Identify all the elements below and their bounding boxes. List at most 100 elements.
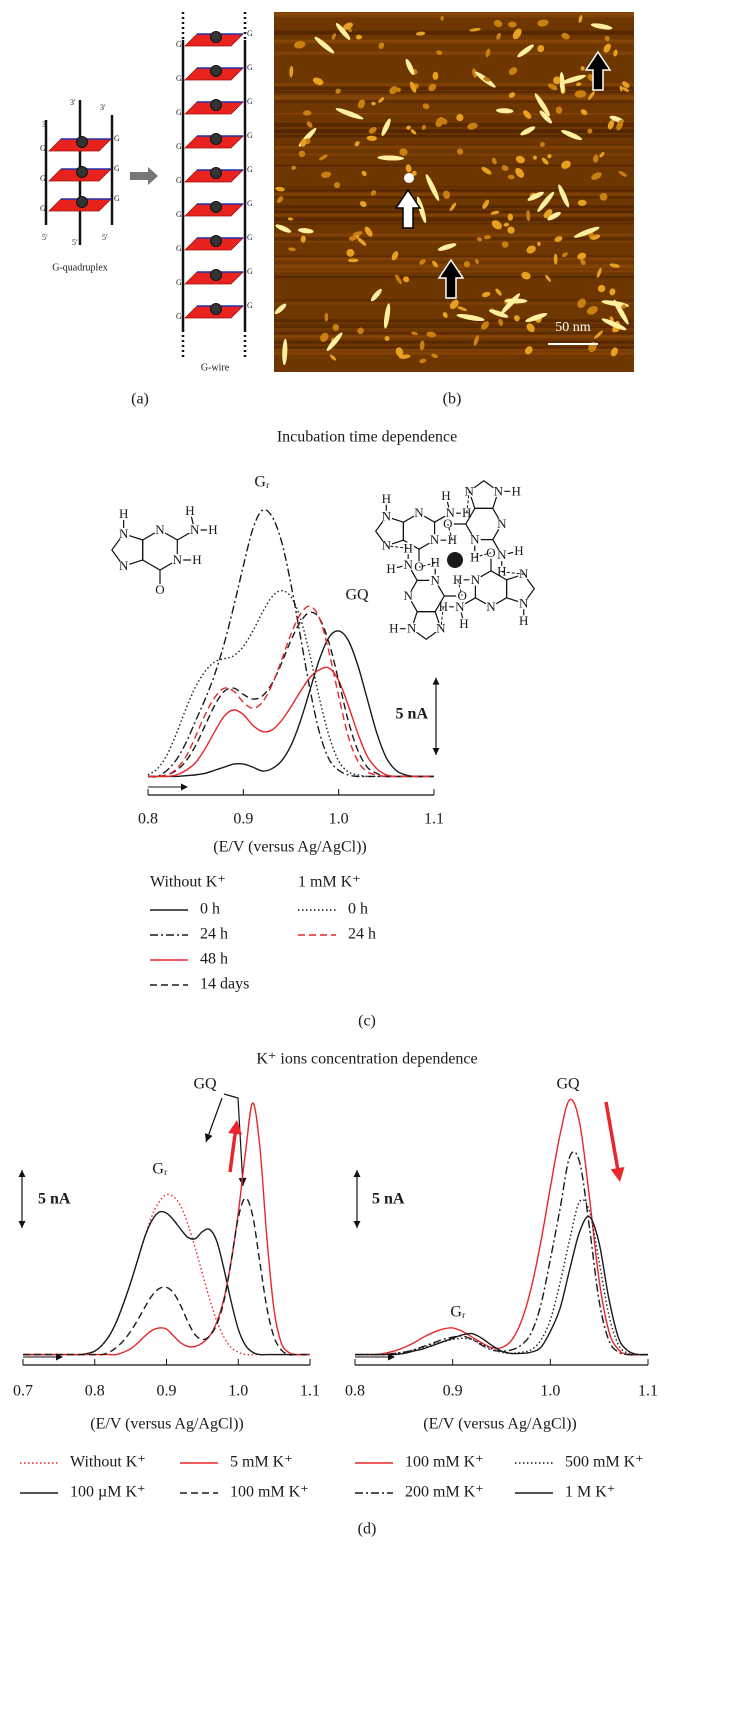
afm-particle — [431, 353, 438, 359]
base-label: G — [176, 40, 182, 49]
legend-label: 500 mM K⁺ — [565, 1454, 644, 1471]
afm-streak — [274, 15, 634, 18]
atom-mask — [402, 590, 415, 602]
afm-streak — [274, 39, 634, 44]
afm-streak — [274, 210, 634, 214]
peak-annotation: GQ — [345, 587, 369, 604]
afm-particle — [357, 237, 367, 246]
afm-particle — [312, 77, 324, 86]
afm-particle — [371, 101, 376, 106]
afm-streak — [274, 351, 634, 356]
arrow-head — [432, 677, 440, 685]
afm-particle — [540, 141, 545, 147]
arrow-head — [353, 1221, 361, 1228]
atom-label: H — [519, 613, 528, 628]
afm-particle — [580, 259, 586, 266]
peak-annotation: GQ — [193, 1076, 217, 1093]
afm-particle — [594, 330, 603, 339]
panel-label: (b) — [443, 391, 462, 408]
afm-particle — [359, 201, 367, 208]
afm-particle — [498, 318, 504, 326]
arrow-head — [181, 783, 188, 791]
afm-particle — [384, 335, 390, 341]
afm-particle — [493, 19, 503, 28]
afm-particle — [442, 118, 448, 125]
afm-particle — [555, 106, 563, 114]
x-tick-label: 0.9 — [233, 811, 253, 828]
afm-particle — [591, 172, 602, 180]
afm-particle — [472, 68, 477, 78]
atom-label: H — [453, 572, 462, 587]
atom-label: N — [173, 552, 183, 567]
afm-streak — [274, 319, 634, 323]
afm-background — [274, 12, 634, 372]
annotation-arrow — [223, 1093, 244, 1187]
atom-mask — [440, 490, 452, 503]
afm-particle — [495, 288, 502, 296]
atom-label: H — [208, 522, 217, 537]
afm-particle — [324, 312, 329, 322]
afm-particle — [457, 148, 464, 155]
data-line — [23, 1197, 310, 1356]
afm-particle — [275, 186, 285, 192]
atom-label: N — [519, 566, 529, 581]
afm-streak — [274, 195, 634, 199]
afm-streak — [274, 91, 634, 93]
afm-particle — [469, 27, 481, 32]
afm-particle — [537, 45, 545, 53]
afm-particle — [517, 44, 534, 58]
atom-label: N — [497, 516, 507, 531]
atom-label: H — [439, 599, 448, 614]
atom-label: N — [497, 547, 507, 562]
strand-label: 5′ — [42, 233, 48, 242]
afm-streak — [274, 237, 634, 241]
x-tick-label: 0.8 — [345, 1383, 365, 1400]
afm-particle — [415, 31, 426, 36]
afm-particle — [361, 170, 367, 177]
afm-particle — [378, 42, 385, 49]
peak-annotation: Gᵣ — [450, 1304, 466, 1321]
arrow-head — [204, 1133, 213, 1142]
afm-streak — [274, 134, 634, 138]
arrow-head — [18, 1221, 26, 1228]
afm-particle — [381, 118, 391, 136]
cation — [210, 201, 222, 213]
afm-streak — [274, 122, 634, 127]
afm-particle — [473, 334, 480, 346]
atom-mask — [154, 524, 166, 536]
afm-particle — [547, 153, 552, 159]
afm-particle — [596, 267, 602, 278]
diagram-label: G-quadruplex — [52, 262, 108, 273]
atom-mask — [387, 622, 400, 635]
atom-label: N — [445, 505, 455, 520]
atom-label: N — [519, 595, 529, 610]
afm-particle — [480, 321, 490, 330]
atom-label: N — [190, 522, 200, 537]
atom-mask — [512, 545, 525, 557]
data-line — [148, 630, 434, 778]
atom-label: N — [404, 588, 414, 603]
atom-mask — [184, 505, 196, 517]
afm-particle — [587, 128, 593, 134]
afm-particle — [343, 22, 353, 30]
hydrogen-bond — [466, 491, 470, 514]
afm-streak — [274, 332, 634, 334]
afm-particle — [332, 324, 340, 331]
legend-label: 0 h — [200, 901, 220, 918]
afm-particle — [432, 260, 438, 268]
afm-streak — [274, 327, 634, 331]
afm-particle — [276, 196, 284, 203]
scale-bar-label: 5 nA — [38, 1191, 71, 1208]
atom-mask — [413, 507, 425, 520]
scale-bar-label: 5 nA — [372, 1191, 405, 1208]
afm-particle — [609, 263, 620, 268]
afm-particle — [456, 114, 464, 122]
afm-particle — [416, 196, 427, 223]
afm-particle — [435, 116, 445, 128]
atom-label: H — [497, 564, 506, 579]
afm-particle — [524, 346, 533, 355]
atom-label: H — [512, 483, 521, 498]
base-label: G — [114, 194, 120, 203]
afm-particle — [335, 88, 341, 94]
afm-particle — [409, 81, 417, 93]
